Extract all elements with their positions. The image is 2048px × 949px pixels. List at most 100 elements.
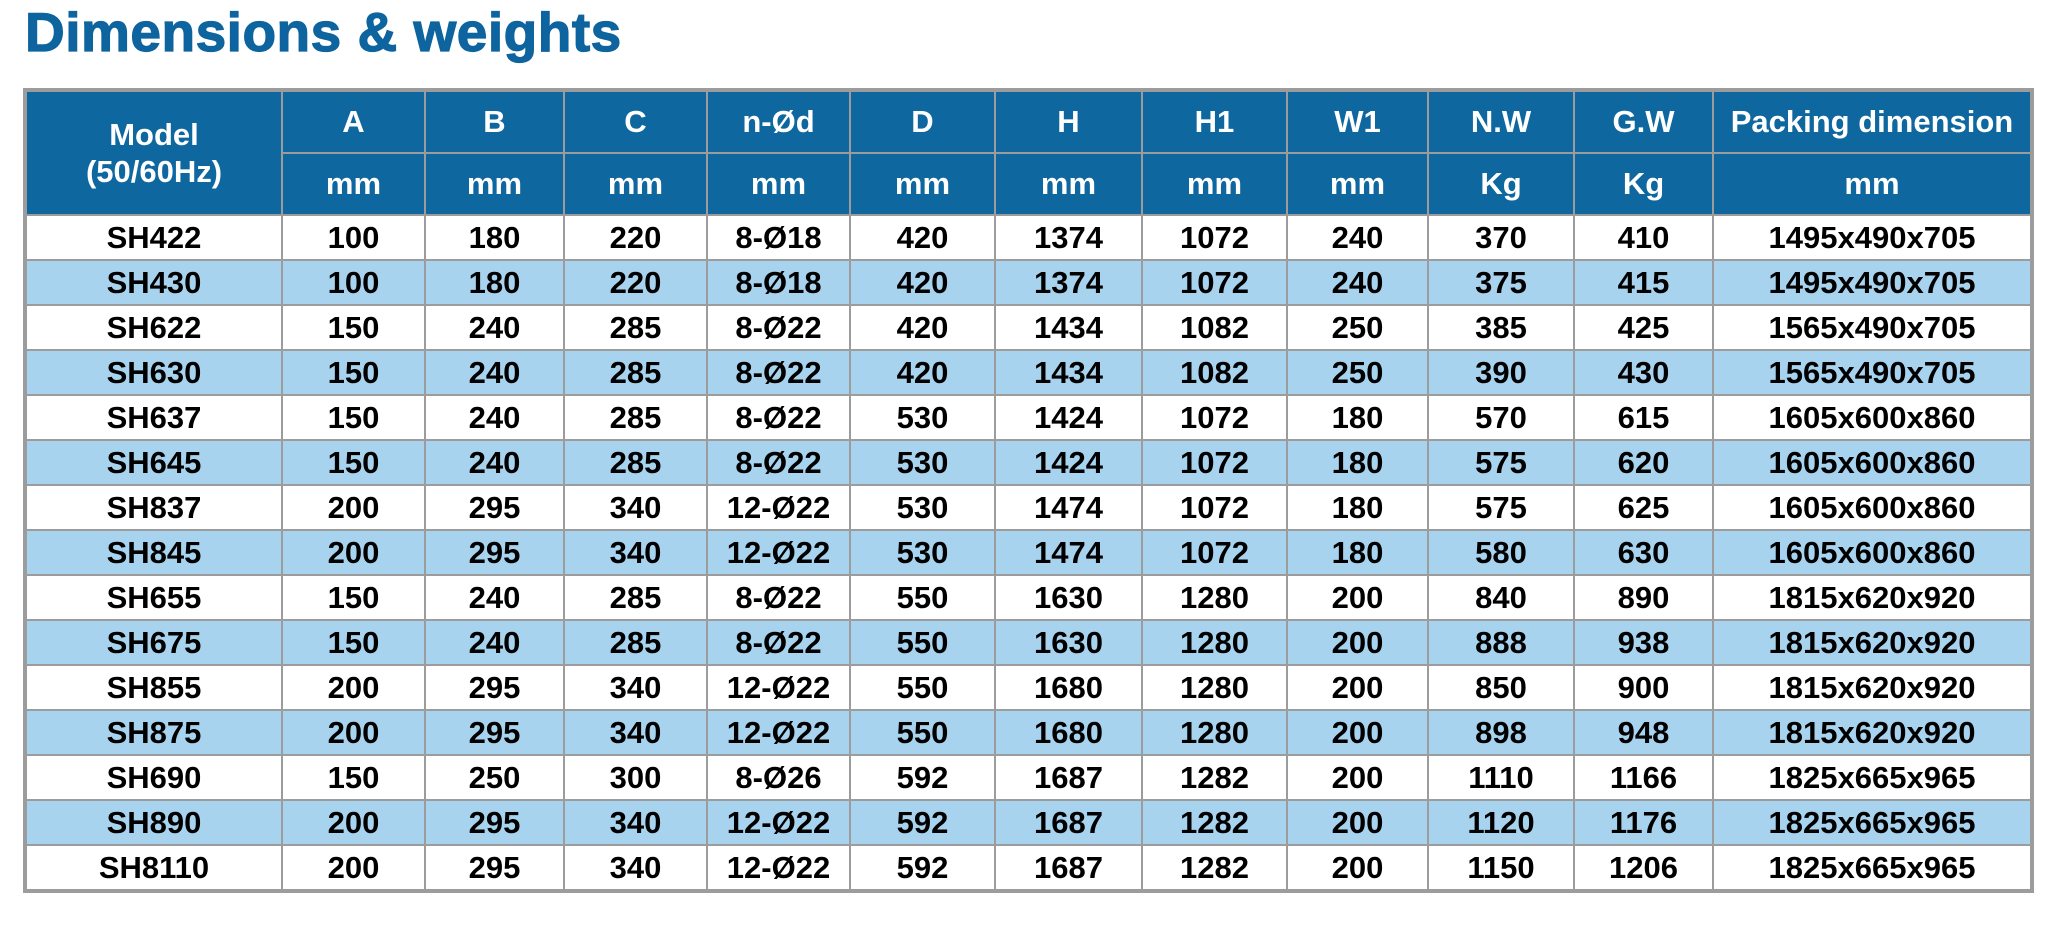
value-cell: 295 [424,664,565,711]
value-cell: 1687 [994,754,1143,801]
col-header-n-w: N.W [1427,89,1575,154]
value-cell: 295 [424,529,565,576]
value-cell: 1565x490x705 [1712,349,2033,396]
value-cell: 410 [1573,214,1714,261]
value-cell: 1280 [1141,664,1288,711]
value-cell: 8-Ø22 [706,304,851,351]
value-cell: 200 [281,484,426,531]
value-cell: 250 [1286,349,1429,396]
table-row-sh630: SH630 150 240 285 8-Ø22 420 1434 1082 250 390 430 1… [24,349,2033,396]
value-cell: 890 [1573,574,1714,621]
value-cell: 1374 [994,214,1143,261]
value-cell: 1605x600x860 [1712,439,2033,486]
model-cell: SH622 [24,304,283,351]
value-cell: 295 [424,484,565,531]
col-unit: mm [849,152,996,216]
value-cell: 1282 [1141,754,1288,801]
col-header-h1: H1 [1141,89,1288,154]
value-cell: 180 [1286,529,1429,576]
value-cell: 12-Ø22 [706,799,851,846]
value-cell: 200 [281,529,426,576]
col-unit: mm [281,152,426,216]
col-header-h: H [994,89,1143,154]
col-unit: mm [994,152,1143,216]
model-header-line2: (50/60Hz) [85,154,223,189]
table-row-sh875: SH875 200 295 340 12-Ø22 550 1680 1280 200 898 948… [24,709,2033,756]
value-cell: 1282 [1141,799,1288,846]
value-cell: 1072 [1141,394,1288,441]
value-cell: 420 [849,349,996,396]
value-cell: 1495x490x705 [1712,259,2033,306]
value-cell: 580 [1427,529,1575,576]
value-cell: 240 [424,439,565,486]
value-cell: 415 [1573,259,1714,306]
value-cell: 240 [424,349,565,396]
value-cell: 340 [563,844,708,892]
table-row-sh422: SH422 100 180 220 8-Ø18 420 1374 1072 240 370 410 1… [24,214,2033,261]
value-cell: 340 [563,799,708,846]
table-row-sh675: SH675 150 240 285 8-Ø22 550 1630 1280 200 888 938 1… [24,619,2033,666]
value-cell: 1815x620x920 [1712,664,2033,711]
value-cell: 575 [1427,439,1575,486]
value-cell: 200 [281,799,426,846]
col-unit: mm [424,152,565,216]
value-cell: 1282 [1141,844,1288,892]
col-unit: Kg [1427,152,1575,216]
value-cell: 1082 [1141,349,1288,396]
model-cell: SH422 [24,214,283,261]
value-cell: 200 [281,844,426,892]
value-cell: 300 [563,754,708,801]
value-cell: 1434 [994,304,1143,351]
table-row-sh430: SH430 100 180 220 8-Ø18 420 1374 1072 240 375 415 1… [24,259,2033,306]
model-cell: SH430 [24,259,283,306]
col-header-d: D [849,89,996,154]
value-cell: 530 [849,484,996,531]
value-cell: 220 [563,259,708,306]
value-cell: 240 [424,619,565,666]
value-cell: 1687 [994,844,1143,892]
col-header-a: A [281,89,426,154]
value-cell: 150 [281,304,426,351]
value-cell: 1082 [1141,304,1288,351]
value-cell: 1825x665x965 [1712,799,2033,846]
value-cell: 220 [563,214,708,261]
value-cell: 1687 [994,799,1143,846]
value-cell: 1605x600x860 [1712,484,2033,531]
value-cell: 240 [1286,214,1429,261]
value-cell: 530 [849,394,996,441]
value-cell: 1424 [994,394,1143,441]
value-cell: 8-Ø26 [706,754,851,801]
value-cell: 12-Ø22 [706,484,851,531]
table-row-sh690: SH690 150 250 300 8-Ø26 592 1687 1282 200 1110 116… [24,754,2033,801]
model-cell: SH630 [24,349,283,396]
value-cell: 200 [281,709,426,756]
value-cell: 1072 [1141,484,1288,531]
value-cell: 285 [563,304,708,351]
value-cell: 620 [1573,439,1714,486]
value-cell: 340 [563,529,708,576]
value-cell: 840 [1427,574,1575,621]
value-cell: 1176 [1573,799,1714,846]
value-cell: 150 [281,574,426,621]
value-cell: 550 [849,664,996,711]
col-unit: mm [1712,152,2033,216]
col-unit: mm [1141,152,1288,216]
value-cell: 530 [849,439,996,486]
value-cell: 420 [849,214,996,261]
value-cell: 200 [1286,799,1429,846]
value-cell: 200 [1286,844,1429,892]
value-cell: 12-Ø22 [706,844,851,892]
col-unit: mm [1286,152,1429,216]
model-header-line1: Model [109,116,199,152]
table-row-sh855: SH855 200 295 340 12-Ø22 550 1680 1280 200 850 900… [24,664,2033,711]
value-cell: 1150 [1427,844,1575,892]
value-cell: 550 [849,709,996,756]
value-cell: 8-Ø18 [706,259,851,306]
value-cell: 8-Ø22 [706,394,851,441]
col-header-model: Model (50/60Hz) [24,89,283,216]
value-cell: 530 [849,529,996,576]
value-cell: 550 [849,574,996,621]
col-unit: Kg [1573,152,1714,216]
value-cell: 1605x600x860 [1712,529,2033,576]
